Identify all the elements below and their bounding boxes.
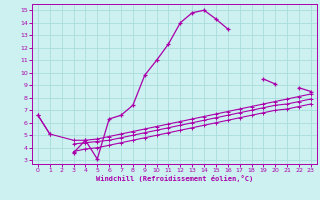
X-axis label: Windchill (Refroidissement éolien,°C): Windchill (Refroidissement éolien,°C) [96,175,253,182]
